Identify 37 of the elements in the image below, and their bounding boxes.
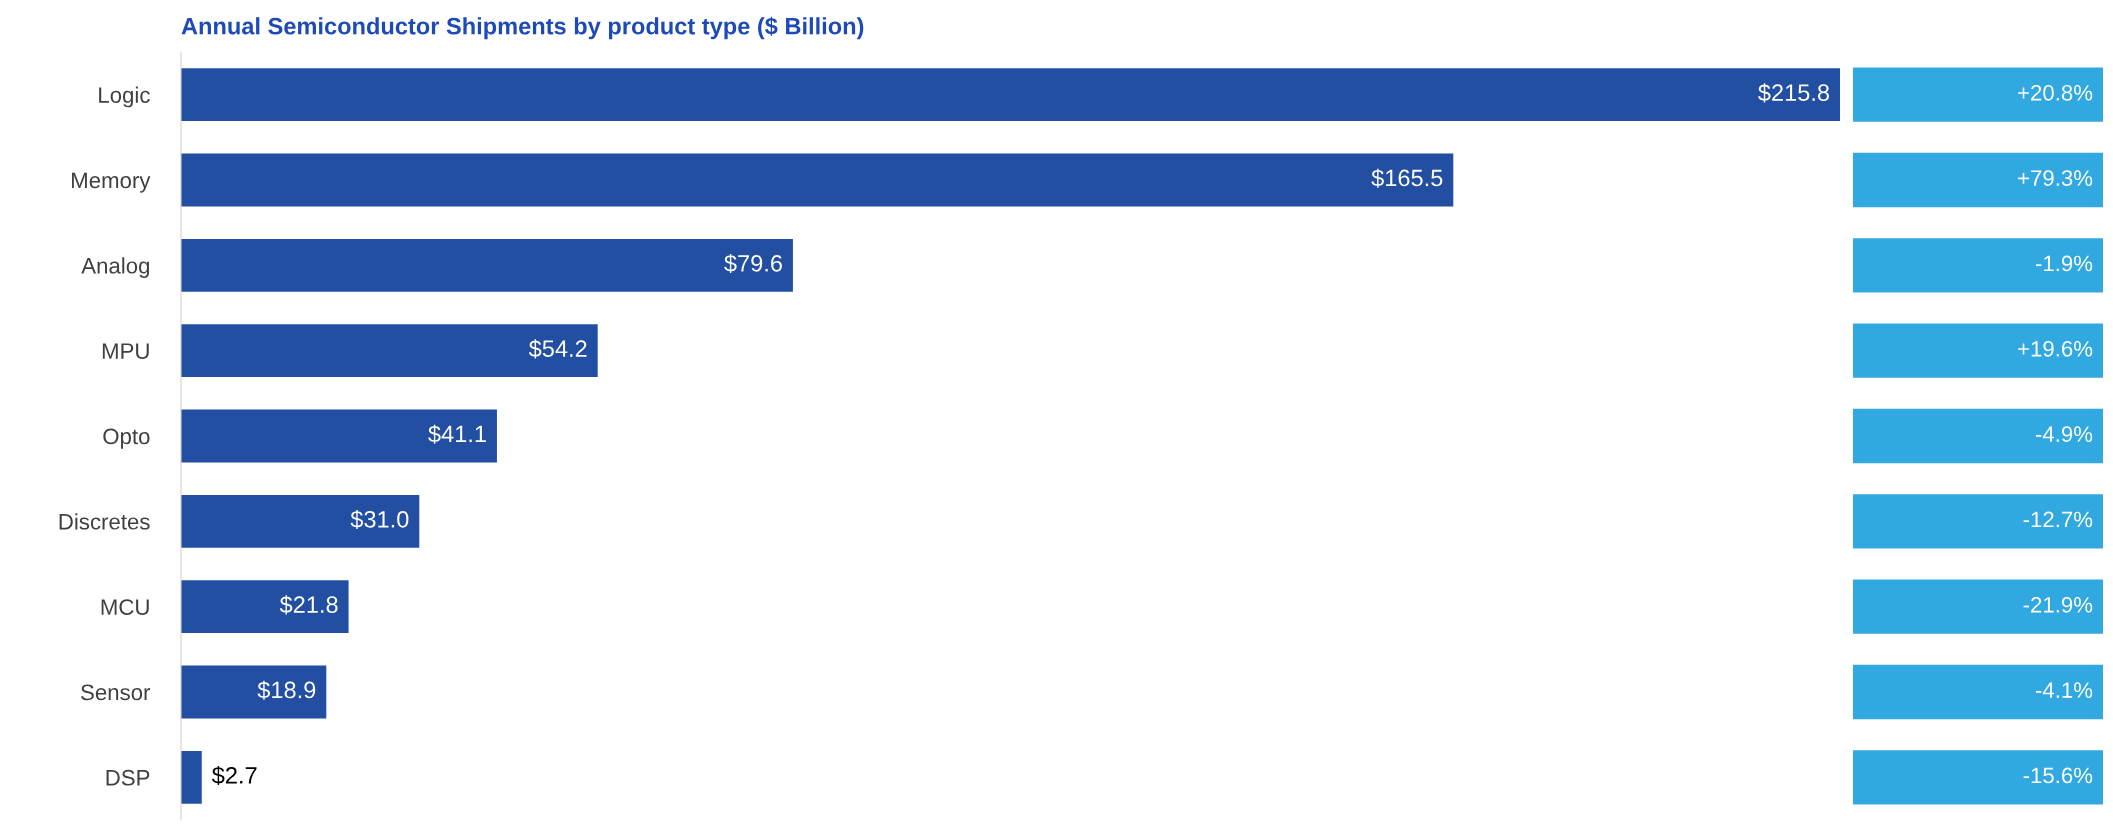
data-label: $79.6 [724,253,782,274]
data-label: $31.0 [350,509,409,530]
data-label: $54.2 [528,339,587,359]
data-label: $215.8 [1758,83,1830,103]
bar [181,409,497,463]
y-tick-label: Opto [103,428,150,449]
text: -4.1% [2035,682,2093,698]
bar [181,750,202,804]
bar [181,494,420,548]
y-tick-label: Analog [81,257,150,278]
y-tick-label: Memory [72,172,151,193]
text: -12.7% [2023,511,2093,528]
data-label: $41.1 [428,424,486,444]
data-label: $21.8 [279,595,338,615]
text: -15.6% [2023,767,2093,784]
y-tick-label: Sensor [81,684,151,701]
text: +79.3% [2018,170,2093,186]
text: +20.8% [2018,84,2093,101]
bar [181,68,1840,122]
y-tick-label: MPU [102,343,149,359]
y-tick-label: Logic [99,86,150,108]
bar [181,324,598,378]
text: -4.9% [2035,426,2093,442]
data-label: $18.9 [257,680,316,700]
bar [181,580,349,634]
data-label: $2.7 [211,765,257,786]
text: -21.9% [2023,596,2093,613]
data-label: $165.5 [1371,168,1443,188]
bar [181,153,1454,207]
y-tick-label: DSP [106,769,150,786]
chart-title: Annual Semiconductor Shipments by product type ($ Billion) [181,16,864,40]
text: -1.9% [2035,255,2093,272]
y-tick-label: MCU [101,599,149,615]
text: +19.6% [2018,340,2093,357]
y-tick-label: Discretes [59,513,150,530]
bar [181,238,793,292]
bar [181,665,327,719]
